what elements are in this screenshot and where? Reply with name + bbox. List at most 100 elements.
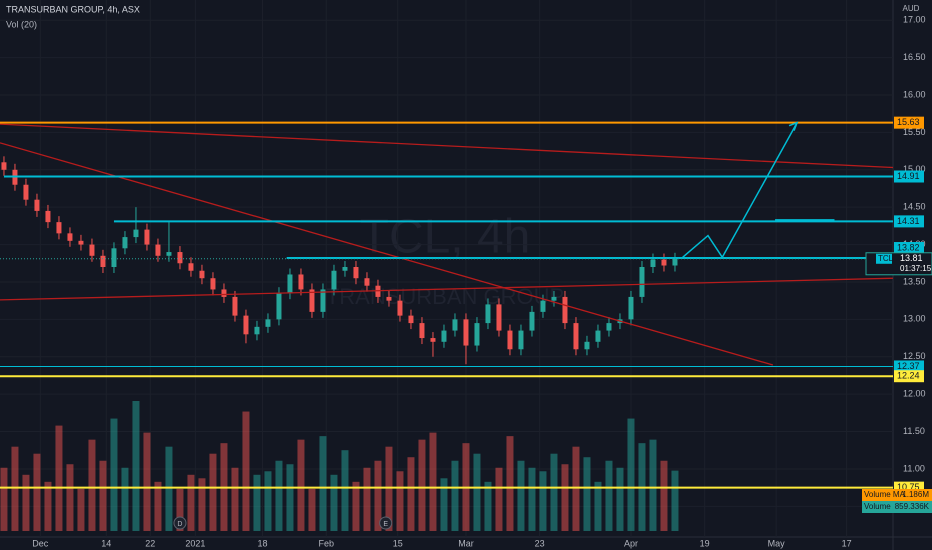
x-tick-label: Feb bbox=[319, 538, 335, 548]
last-price-name: TCL bbox=[878, 254, 894, 263]
candle-body bbox=[507, 330, 513, 350]
volume-bar bbox=[55, 425, 63, 531]
candle-body bbox=[661, 259, 667, 266]
volume-bar bbox=[385, 446, 393, 531]
volume-bar bbox=[495, 467, 503, 531]
volume-bar bbox=[605, 460, 613, 531]
volume-bar bbox=[616, 467, 624, 531]
y-tick-label: 12.00 bbox=[903, 389, 926, 399]
volume-bar bbox=[484, 481, 492, 531]
volume-badge bbox=[862, 501, 932, 513]
price-badge-label: 14.91 bbox=[897, 171, 920, 181]
volume-bar bbox=[319, 436, 327, 531]
volume-bar bbox=[451, 460, 459, 531]
volume-bar bbox=[176, 488, 184, 531]
y-tick-label: 15.00 bbox=[903, 164, 926, 174]
volume-bar bbox=[110, 418, 118, 531]
candle-body bbox=[452, 319, 458, 331]
volume-bar bbox=[297, 439, 305, 531]
candle-body bbox=[45, 210, 51, 223]
candle-body bbox=[254, 326, 260, 335]
candle-body bbox=[540, 300, 546, 312]
candle-body bbox=[463, 319, 469, 346]
x-tick-label: Apr bbox=[624, 538, 638, 548]
volume-badge-name: Volume bbox=[864, 502, 891, 511]
y-tick-label: 11.50 bbox=[903, 426, 925, 436]
x-tick-label: 17 bbox=[842, 538, 852, 548]
candle-body bbox=[353, 267, 359, 279]
volume-bar bbox=[99, 460, 107, 531]
candle-body bbox=[320, 289, 326, 312]
volume-bar bbox=[374, 460, 382, 531]
volume-bar bbox=[308, 488, 316, 531]
candle-body bbox=[386, 296, 392, 301]
y-tick-label: 12.50 bbox=[903, 351, 926, 361]
candle-body bbox=[496, 304, 502, 331]
volume-bar bbox=[352, 481, 360, 531]
candle-body bbox=[56, 222, 62, 234]
y-tick-label: 16.50 bbox=[903, 52, 926, 62]
x-tick-label: 18 bbox=[257, 538, 267, 548]
candle-body bbox=[331, 270, 337, 290]
y-tick-label: 13.50 bbox=[903, 276, 926, 286]
volume-bar bbox=[231, 467, 239, 531]
price-badge bbox=[894, 370, 924, 383]
volume-bar bbox=[209, 453, 217, 531]
x-tick-label: 2021 bbox=[185, 538, 205, 548]
candle-body bbox=[111, 248, 117, 268]
volume-bar bbox=[583, 457, 591, 531]
candle-body bbox=[672, 258, 678, 266]
last-price-name-bg bbox=[876, 253, 892, 264]
candle-body bbox=[221, 289, 227, 297]
volume-bar bbox=[88, 439, 96, 531]
price-badge bbox=[894, 242, 924, 255]
candle-body bbox=[287, 274, 293, 294]
x-tick-label: 23 bbox=[535, 538, 545, 548]
volume-bar bbox=[506, 436, 514, 531]
x-tick-label: 19 bbox=[700, 538, 710, 548]
watermark-sub: TRANSURBAN GROUP bbox=[326, 284, 564, 309]
volume-bar bbox=[165, 446, 173, 531]
countdown: 01:37:15 bbox=[900, 264, 932, 273]
candle-body bbox=[628, 296, 634, 320]
x-tick-label: 15 bbox=[393, 538, 403, 548]
volume-bar bbox=[253, 474, 261, 531]
y-tick-label: 17.00 bbox=[903, 15, 926, 25]
volume-bar bbox=[396, 471, 404, 531]
candle-body bbox=[89, 244, 95, 256]
volume-bar bbox=[539, 471, 547, 531]
volume-bar bbox=[429, 432, 437, 531]
candle-body bbox=[1, 162, 7, 170]
price-badge-label: 13.82 bbox=[897, 242, 920, 252]
currency: AUD bbox=[903, 4, 920, 13]
volume-badge-value: 1.186M bbox=[902, 490, 929, 499]
candle-body bbox=[364, 278, 370, 286]
candle-body bbox=[639, 267, 645, 297]
volume-bar bbox=[0, 467, 8, 531]
volume-bar bbox=[242, 411, 250, 531]
y-tick-label: 13.00 bbox=[903, 314, 926, 324]
candle-body bbox=[122, 237, 128, 249]
candle-body bbox=[232, 296, 238, 316]
volume-bar bbox=[187, 474, 195, 531]
x-tick-label: 14 bbox=[101, 538, 111, 548]
candle-body bbox=[276, 293, 282, 320]
price-badge bbox=[894, 170, 924, 183]
candle-body bbox=[584, 341, 590, 350]
volume-bar bbox=[517, 460, 525, 531]
candle-body bbox=[551, 296, 557, 301]
candle-body bbox=[309, 289, 315, 312]
volume-bar bbox=[473, 453, 481, 531]
volume-bar bbox=[33, 453, 41, 531]
candle-body bbox=[408, 315, 414, 324]
volume-bar bbox=[264, 471, 272, 531]
volume-bar bbox=[550, 453, 558, 531]
y-tick-label: 15.50 bbox=[903, 127, 926, 137]
candle-body bbox=[298, 274, 304, 290]
candle-body bbox=[133, 229, 139, 238]
candle-body bbox=[606, 323, 612, 331]
trend-line bbox=[0, 277, 894, 301]
price-badge-label: 14.31 bbox=[897, 216, 920, 226]
volume-bar bbox=[561, 464, 569, 531]
projection-arrowhead bbox=[788, 121, 799, 131]
